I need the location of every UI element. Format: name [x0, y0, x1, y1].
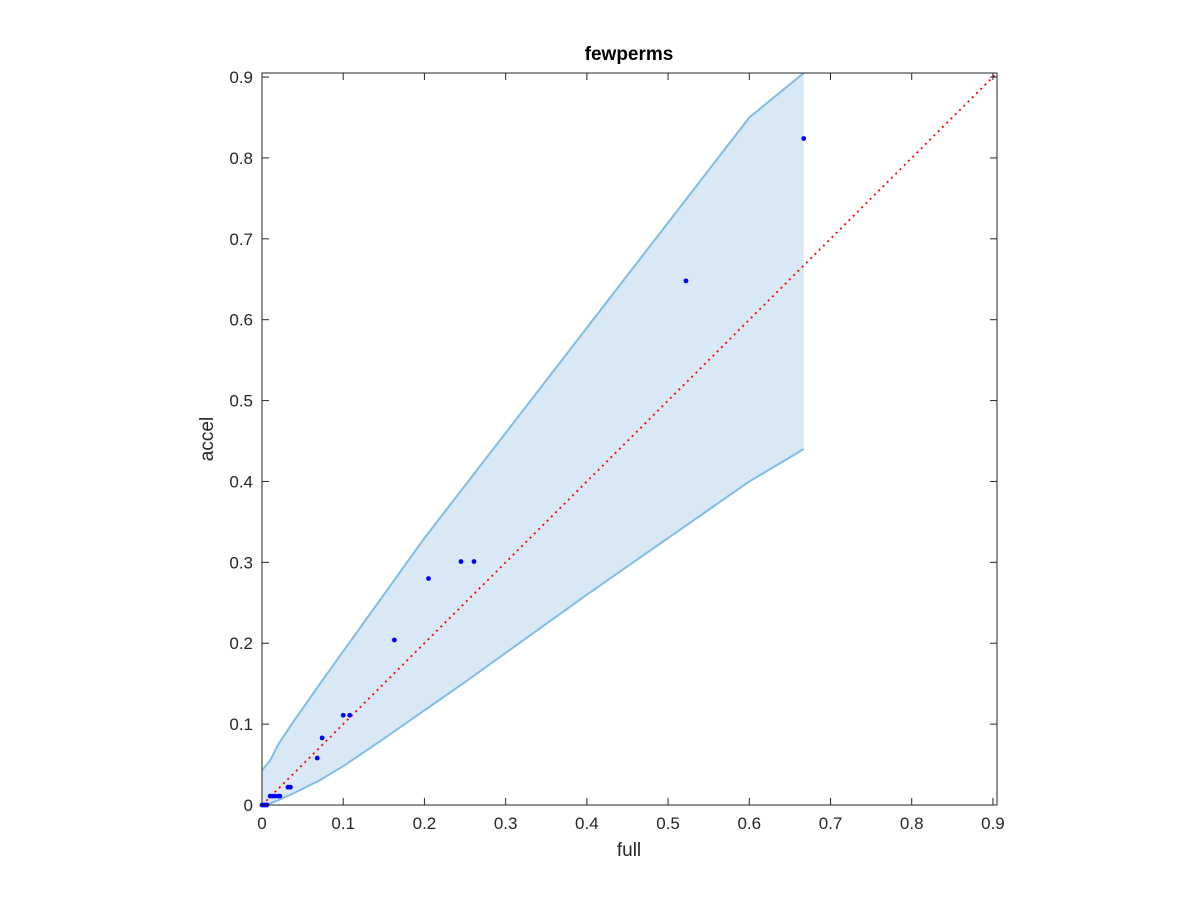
confidence-band: [261, 72, 805, 806]
x-axis-label: full: [617, 840, 641, 861]
x-tick-label: 0.2: [413, 814, 437, 833]
x-tick-labels: 0 0.1 0.2 0.3 0.4 0.5 0.6 0.7 0.8 0.9: [257, 814, 1004, 833]
data-point: [347, 712, 353, 718]
x-tick-label: 0.8: [900, 814, 924, 833]
data-point: [340, 712, 346, 718]
reference-line-group: [261, 72, 998, 806]
y-tick-label: 0.4: [229, 472, 253, 491]
y-axis-label: accel: [197, 417, 218, 461]
x-tick-label: 0.5: [656, 814, 680, 833]
data-point: [391, 637, 397, 643]
x-tick-label: 0.6: [737, 814, 761, 833]
x-tick-label: 0.4: [575, 814, 599, 833]
y-tick-label: 0.2: [229, 634, 253, 653]
reference-line: [261, 72, 998, 806]
chart-title: fewperms: [585, 44, 674, 65]
x-tick-label: 0.3: [494, 814, 518, 833]
data-point: [314, 755, 320, 761]
band-lower-edge: [261, 448, 805, 806]
y-tick-label: 0.3: [229, 553, 253, 572]
y-tick-label: 0: [244, 796, 253, 815]
data-point: [426, 576, 431, 581]
x-tick-label: 0: [257, 814, 266, 833]
data-point: [288, 784, 293, 790]
axis-ticks: [261, 73, 997, 806]
y-tick-label: 0.5: [229, 392, 253, 411]
data-point: [458, 559, 464, 564]
y-tick-labels: 0 0.1 0.2 0.3 0.4 0.5 0.6 0.7 0.8 0.9: [229, 68, 253, 815]
x-tick-label: 0.7: [819, 814, 843, 833]
y-tick-label: 0.8: [229, 149, 253, 168]
x-tick-label: 0.1: [331, 814, 355, 833]
y-tick-label: 0.6: [229, 311, 253, 330]
y-tick-label: 0.9: [229, 68, 253, 87]
data-point: [277, 793, 283, 799]
y-tick-label: 0.7: [229, 230, 253, 249]
data-point: [801, 136, 807, 141]
data-point: [471, 559, 477, 564]
data-point: [683, 278, 689, 284]
axes-frame: [261, 72, 998, 806]
y-tick-label: 0.1: [229, 715, 253, 734]
x-tick-label: 0.9: [981, 814, 1005, 833]
band-fill: [262, 73, 804, 805]
data-point: [319, 735, 325, 741]
plot-area: [259, 72, 998, 808]
band-upper-edge: [261, 72, 805, 771]
